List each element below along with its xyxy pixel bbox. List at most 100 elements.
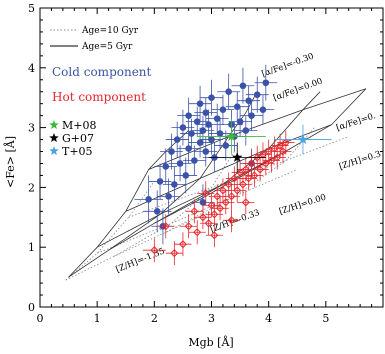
point-0-13	[188, 130, 195, 137]
point-0-27	[219, 106, 227, 113]
point-0-3	[162, 163, 170, 170]
point-1-0	[150, 246, 159, 255]
point-2-0	[226, 131, 237, 141]
point-1-10	[213, 192, 222, 201]
point-0-7	[173, 136, 181, 143]
point-0-29	[225, 88, 232, 96]
legend-line-label-0: Age=10 Gyr	[81, 26, 139, 36]
point-1-7	[204, 219, 213, 228]
point-0-20	[202, 109, 210, 116]
series-4	[274, 124, 332, 155]
point-1-22	[247, 159, 256, 168]
point-0-32	[233, 103, 241, 110]
point-0-14	[191, 157, 198, 164]
point-0-22	[208, 136, 215, 143]
ref-legend-label-1: G+07	[62, 132, 94, 145]
point-0-36	[245, 97, 252, 104]
point-1-37	[227, 216, 236, 225]
ref-legend-label-2: T+05	[62, 145, 93, 158]
point-1-17	[233, 186, 242, 195]
plot-inner: [α/Fe]=-0.30[α/Fe]=0.00[α/Fe]=0.[Z/H]=0.…	[65, 52, 382, 281]
point-0-37	[248, 112, 255, 119]
grid-label-0: [α/Fe]=-0.30	[261, 52, 316, 80]
y-axis-label: <Fe> [Å]	[3, 136, 17, 188]
point-1-28	[264, 147, 273, 156]
x-axis-label: Mgb [Å]	[188, 335, 233, 349]
series-3	[208, 142, 266, 173]
grid-5gyr-alpha-line-0	[68, 130, 189, 278]
point-1-38	[241, 198, 250, 207]
point-1-32	[276, 141, 285, 150]
grid-10gyr-metal-line-1	[97, 169, 298, 254]
y-tick-label-0: 0	[28, 301, 35, 314]
point-1-20	[241, 165, 250, 174]
series-2	[197, 118, 266, 155]
y-tick-label-5: 5	[28, 2, 35, 15]
point-0-4	[165, 193, 172, 200]
point-1-27	[261, 159, 270, 168]
legend: Age=10 Gyr Age=5 Gyr Cold component Hot com…	[49, 26, 152, 158]
ref-legend-star-1	[49, 133, 59, 142]
x-tick-label-4: 4	[265, 312, 272, 325]
y-tick-label-3: 3	[28, 122, 35, 135]
point-0-40	[262, 79, 270, 87]
grid-label-1: [α/Fe]=0.00	[272, 76, 324, 103]
legend-line-label-1: Age=5 Gyr	[81, 42, 133, 52]
point-0-23	[208, 94, 215, 101]
grid-label-5: [Z/H]=-0.33	[209, 208, 261, 235]
point-1-9	[210, 210, 219, 219]
point-1-36	[201, 189, 210, 198]
point-1-14	[224, 180, 233, 189]
point-0-5	[168, 148, 175, 155]
point-0-17	[196, 100, 204, 107]
component-label-1: Hot component	[52, 90, 146, 104]
point-4-0	[297, 134, 309, 144]
point-0-33	[236, 118, 244, 125]
point-1-25	[256, 165, 265, 174]
point-0-0	[145, 196, 152, 203]
axis-ticks: 0 1 2 3 4 5 0 1 2 3 4 5	[28, 2, 384, 325]
x-tick-label-2: 2	[151, 312, 158, 325]
point-1-1	[161, 222, 170, 231]
x-tick-label-5: 5	[322, 312, 329, 325]
point-0-1	[153, 208, 161, 215]
grid-5gyr-metal-line-2	[125, 124, 332, 212]
point-1-11	[216, 204, 225, 213]
grid-5gyr-metal-line-0	[68, 199, 201, 278]
grid-label-4: [Z/H]=0.00	[278, 193, 328, 218]
point-0-39	[259, 106, 267, 113]
point-1-3	[178, 240, 187, 249]
y-tick-label-1: 1	[28, 241, 35, 254]
point-0-16	[196, 139, 204, 146]
point-0-41	[199, 199, 207, 206]
point-0-35	[242, 127, 250, 134]
component-label-0: Cold component	[52, 65, 152, 79]
point-0-34	[239, 82, 247, 90]
grid-label-3: [Z/H]=0.3	[338, 149, 382, 172]
point-1-13	[221, 198, 230, 207]
point-0-18	[199, 127, 207, 134]
point-0-9	[179, 124, 187, 131]
point-1-16	[230, 174, 239, 183]
point-1-18	[236, 168, 245, 177]
point-1-6	[198, 213, 207, 222]
ref-legend-star-0	[49, 120, 59, 129]
grid-label-6: [Z/H]=-1.35	[115, 246, 167, 275]
x-tick-label-1: 1	[94, 312, 101, 325]
point-0-38	[253, 91, 261, 99]
point-1-4	[184, 222, 193, 231]
point-0-11	[185, 145, 192, 152]
point-0-2	[156, 178, 164, 185]
grid-10gyr-alpha-line-1	[114, 151, 235, 257]
point-1-24	[253, 153, 262, 162]
y-tick-label-4: 4	[28, 62, 35, 75]
point-1-5	[193, 228, 202, 237]
y-tick-label-2: 2	[28, 181, 35, 194]
point-1-31	[273, 153, 282, 162]
point-1-12	[218, 186, 227, 195]
point-0-8	[176, 160, 184, 167]
x-tick-label-3: 3	[208, 312, 215, 325]
point-0-19	[202, 148, 210, 155]
point-1-21	[244, 174, 253, 183]
